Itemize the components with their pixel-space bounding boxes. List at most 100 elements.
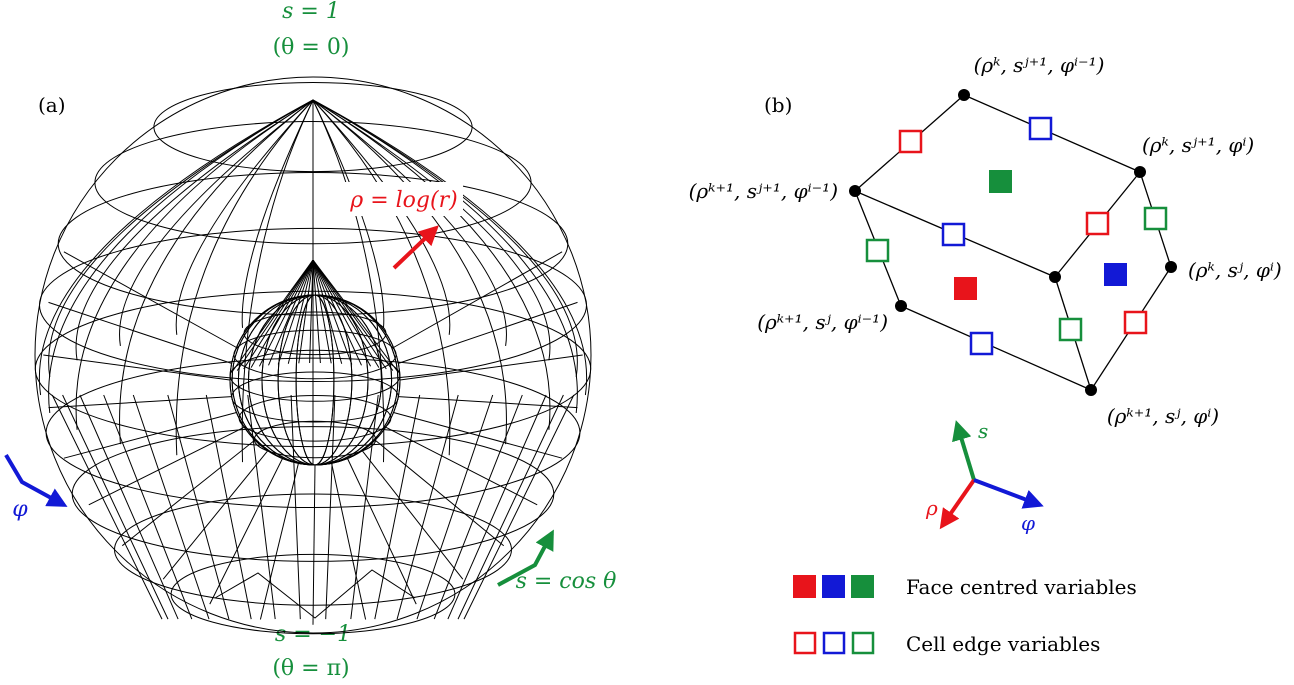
outer-meridian-5 bbox=[312, 99, 451, 456]
phi-arrow bbox=[4, 453, 68, 507]
lower-meridian-17 bbox=[62, 394, 169, 620]
radial-connector-7 bbox=[347, 458, 417, 605]
outer-meridian-18 bbox=[241, 99, 314, 328]
outer-meridian-11 bbox=[75, 99, 314, 430]
outer-sphere-outline bbox=[34, 76, 592, 634]
outer-meridian-3 bbox=[312, 99, 551, 430]
vertex-lower-left bbox=[895, 300, 907, 312]
s-arrow bbox=[497, 529, 554, 587]
lower-meridian-10 bbox=[290, 394, 301, 620]
edge-var-blue-mid bbox=[941, 222, 966, 247]
s-cos-label: s = cos θ bbox=[516, 569, 617, 594]
face-var-green bbox=[989, 170, 1012, 193]
legend-face-label: Face centred variables bbox=[906, 575, 1137, 599]
vertex-left bbox=[849, 185, 861, 197]
outer-meridian-12 bbox=[48, 99, 314, 414]
vertex-label-bottom: (ρᵏ⁺¹, sʲ, φⁱ) bbox=[1107, 404, 1219, 428]
lower-meridian-9 bbox=[325, 394, 336, 620]
legend-edge-label: Cell edge variables bbox=[906, 632, 1100, 656]
outer-meridian-10 bbox=[119, 99, 314, 445]
vertex-label-upper-right: (ρᵏ, sʲ⁺¹, φⁱ) bbox=[1142, 133, 1254, 157]
panel-a-label: (a) bbox=[38, 93, 66, 117]
radial-connector-32 bbox=[398, 301, 578, 364]
lower-meridian-12 bbox=[205, 394, 252, 620]
radial-connector-2 bbox=[398, 396, 578, 409]
phi-label: φ bbox=[12, 497, 28, 522]
vertex-top bbox=[958, 89, 970, 101]
inner-pole-fan-5 bbox=[258, 259, 314, 367]
outer-meridian-22 bbox=[312, 99, 507, 346]
lower-meridian-1 bbox=[463, 394, 575, 620]
axis-phi-label: φ bbox=[1021, 511, 1035, 535]
rho-label-background bbox=[345, 182, 463, 216]
edge-var-green-left bbox=[865, 238, 890, 263]
outer-meridian-24 bbox=[312, 99, 578, 378]
face-var-blue bbox=[1104, 263, 1127, 286]
radial-connector-10 bbox=[259, 463, 299, 620]
edge-var-red-top-left bbox=[898, 129, 923, 154]
outer-meridian-13 bbox=[38, 99, 314, 396]
panel-b-label: (b) bbox=[764, 93, 792, 117]
lower-meridian-11 bbox=[247, 394, 276, 620]
inner-meridian-9 bbox=[295, 294, 335, 466]
lower-meridian-5 bbox=[416, 394, 494, 620]
axis-s-arrow bbox=[952, 420, 976, 481]
lower-meridian-15 bbox=[103, 394, 193, 620]
rho-arrow bbox=[392, 225, 439, 270]
inner-pole-fan-10 bbox=[309, 259, 314, 364]
radial-connector-15 bbox=[63, 412, 237, 459]
edge-variables bbox=[865, 116, 1168, 356]
edge-var-red-right bbox=[1123, 310, 1148, 335]
vertex-upper-right bbox=[1134, 166, 1146, 178]
legend-edge-red bbox=[793, 631, 817, 655]
edge-var-green-right bbox=[1143, 206, 1168, 231]
outer-meridian-16 bbox=[119, 99, 314, 346]
radial-connector-3 bbox=[393, 412, 563, 459]
outer-meridian-23 bbox=[312, 99, 551, 361]
outer-meridian-14 bbox=[48, 99, 314, 378]
radial-connector-14 bbox=[88, 426, 245, 506]
radial-connector-16 bbox=[48, 396, 232, 409]
radial-connector-1 bbox=[399, 354, 583, 381]
radial-connector-12 bbox=[162, 450, 269, 580]
radial-connector-4 bbox=[385, 426, 538, 506]
radial-connector-8 bbox=[331, 463, 367, 620]
bottom-notch bbox=[214, 569, 416, 619]
radial-connector-17 bbox=[43, 354, 231, 381]
lower-meridian-2 bbox=[457, 394, 564, 620]
lower-meridian-3 bbox=[447, 394, 547, 620]
vertex-labels: (ρᵏ, sʲ⁺¹, φⁱ⁻¹) (ρᵏ, sʲ⁺¹, φⁱ) (ρᵏ⁺¹, s… bbox=[689, 53, 1282, 428]
radial-connector-9 bbox=[312, 464, 316, 625]
legend-edge-blue bbox=[822, 631, 846, 655]
legend-face-blue bbox=[822, 575, 845, 598]
rho-label: ρ = log(r) bbox=[349, 188, 457, 213]
inner-pole-fan-7 bbox=[277, 259, 314, 365]
outer-meridian-21 bbox=[312, 99, 451, 335]
outer-meridian-15 bbox=[75, 99, 314, 361]
vertex-label-left: (ρᵏ⁺¹, sʲ⁺¹, φⁱ⁻¹) bbox=[689, 179, 838, 203]
inner-pole-fan-8 bbox=[287, 259, 314, 364]
bottom-theta-label: (θ = π) bbox=[272, 656, 349, 681]
edge-lower-left-bottom bbox=[900, 305, 1092, 391]
radial-connector-18 bbox=[48, 301, 232, 364]
vertex-label-right: (ρᵏ, sʲ, φⁱ) bbox=[1188, 258, 1282, 282]
outer-latitude-ring-9 bbox=[170, 553, 456, 635]
inner-meridian-10 bbox=[277, 294, 353, 466]
legend-face-green bbox=[851, 575, 874, 598]
bottom-s-label: s = −1 bbox=[275, 622, 351, 647]
coordinate-axes: s ρ φ bbox=[925, 419, 1044, 535]
lower-meridian-16 bbox=[79, 394, 179, 620]
lower-meridian-18 bbox=[51, 394, 163, 620]
panel-b: (b) bbox=[689, 53, 1282, 656]
inner-pole-fan-9 bbox=[298, 259, 314, 364]
legend-face-red bbox=[793, 575, 816, 598]
inner-pole-fan-11 bbox=[312, 259, 321, 364]
outer-meridian-4 bbox=[312, 99, 507, 445]
legend: Face centred variables Cell edge variabl… bbox=[793, 575, 1137, 656]
vertex-right bbox=[1165, 261, 1177, 273]
axis-phi-arrow bbox=[973, 478, 1044, 509]
outer-meridian-1 bbox=[312, 99, 588, 396]
top-theta-label: (θ = 0) bbox=[273, 35, 350, 60]
top-s-label: s = 1 bbox=[282, 0, 340, 24]
